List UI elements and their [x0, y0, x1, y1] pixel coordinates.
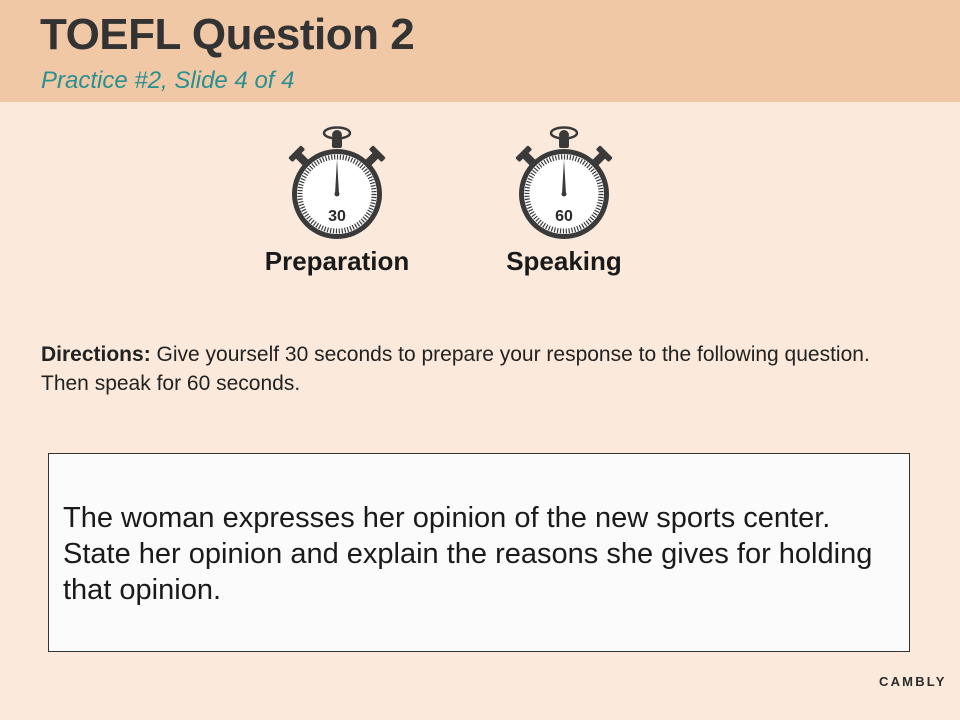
stopwatch-icon: 60 [515, 126, 613, 239]
header-band: TOEFL Question 2 Practice #2, Slide 4 of… [0, 0, 960, 102]
question-box: The woman expresses her opinion of the n… [48, 453, 910, 652]
directions-paragraph: Directions: Give yourself 30 seconds to … [41, 340, 911, 398]
preparation-label: Preparation [264, 246, 410, 276]
slide-subtitle: Practice #2, Slide 4 of 4 [41, 67, 295, 94]
directions-label: Directions: [41, 343, 151, 366]
speaking-label: Speaking [506, 246, 622, 276]
question-prompt: The woman expresses her opinion of the n… [63, 502, 873, 606]
page-title: TOEFL Question 2 [40, 10, 415, 59]
speaking-seconds: 60 [555, 208, 573, 225]
stopwatch-icon: 30 [288, 126, 386, 239]
directions-text: Give yourself 30 seconds to prepare your… [41, 343, 870, 395]
preparation-seconds: 30 [328, 208, 346, 225]
preparation-timer: 30 Preparation [237, 122, 437, 277]
cambly-logo: CAMBLY [879, 674, 947, 689]
speaking-timer: 60 Speaking [464, 122, 664, 277]
